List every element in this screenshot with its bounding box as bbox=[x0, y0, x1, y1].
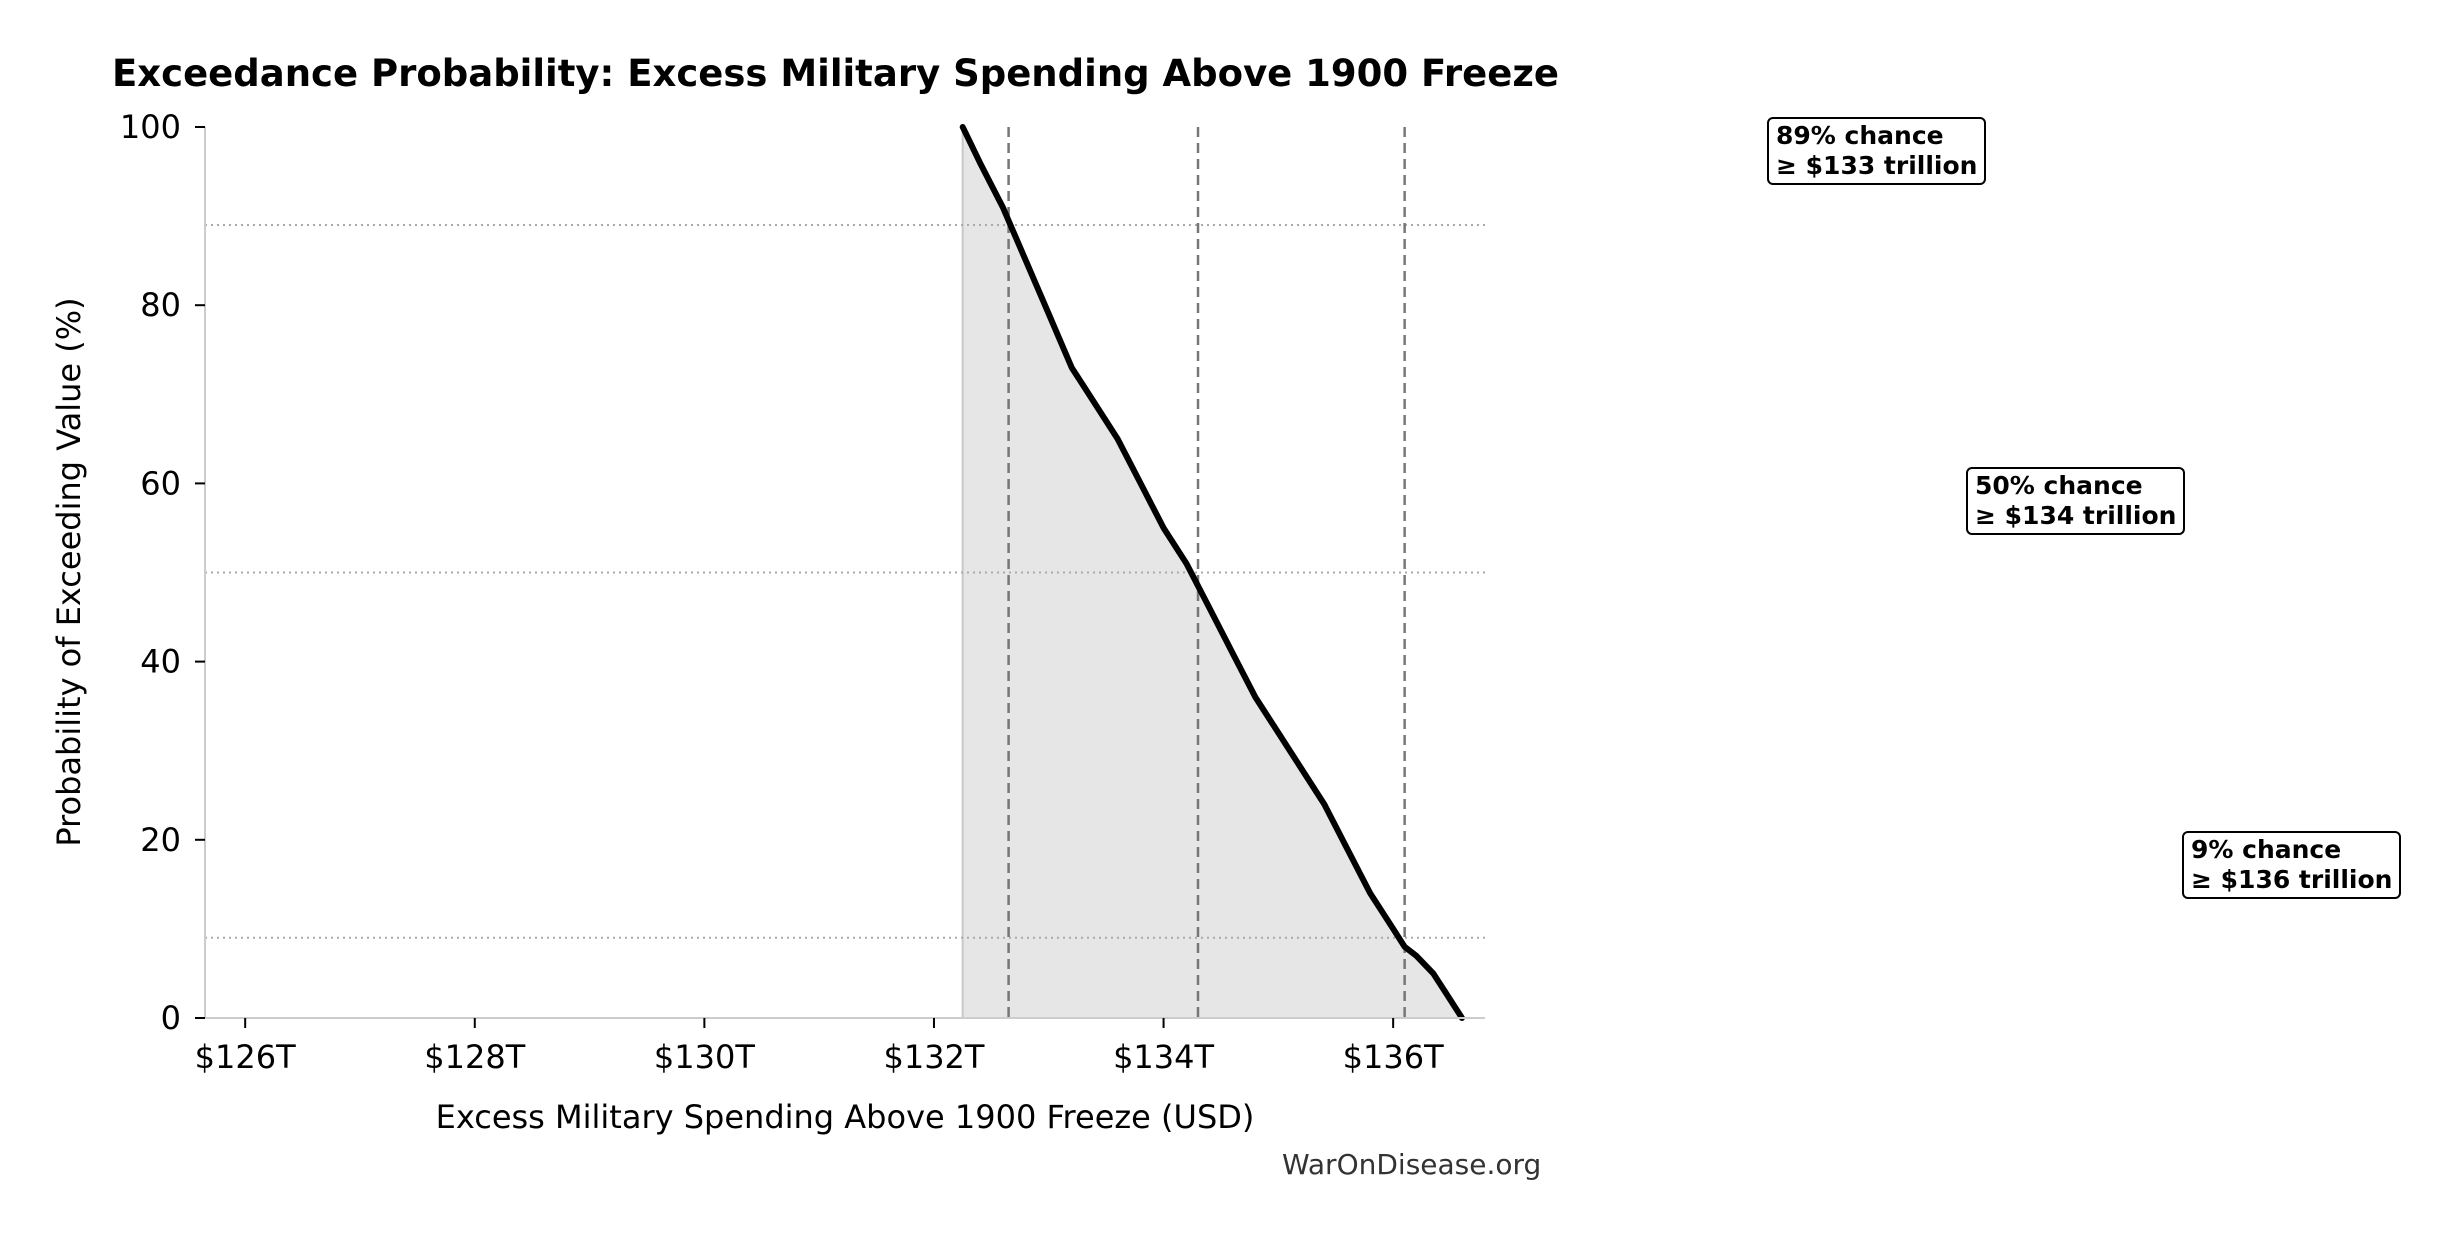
annotation-9-value: ≥ $136 trillion bbox=[2191, 865, 2393, 894]
x-axis-label: Excess Military Spending Above 1900 Free… bbox=[436, 1098, 1255, 1136]
x-tick-label-3: $132T bbox=[883, 1038, 984, 1076]
chart-title: Exceedance Probability: Excess Military … bbox=[112, 52, 1559, 95]
x-tick-label-2: $130T bbox=[654, 1038, 755, 1076]
y-tick-label-4: 80 bbox=[140, 286, 181, 324]
x-tick-label-4: $134T bbox=[1113, 1038, 1214, 1076]
annotation-50-value: ≥ $134 trillion bbox=[1975, 501, 2177, 530]
annotation-89-chance: 89% chance bbox=[1776, 121, 1944, 150]
y-axis-label: Probability of Exceeding Value (%) bbox=[50, 297, 88, 846]
y-tick-label-0: 0 bbox=[161, 999, 181, 1037]
area-under-curve bbox=[962, 127, 1463, 1018]
y-tick-label-5: 100 bbox=[120, 108, 181, 146]
annotation-9-percent: 9% chance ≥ $136 trillion bbox=[2182, 831, 2402, 899]
annotation-9-chance: 9% chance bbox=[2191, 835, 2342, 864]
annotation-50-percent: 50% chance ≥ $134 trillion bbox=[1966, 467, 2186, 535]
y-tick-label-1: 20 bbox=[140, 821, 181, 859]
annotation-50-chance: 50% chance bbox=[1975, 471, 2143, 500]
x-tick-label-0: $126T bbox=[195, 1038, 296, 1076]
y-tick-label-3: 60 bbox=[140, 464, 181, 502]
annotation-89-percent: 89% chance ≥ $133 trillion bbox=[1767, 117, 1987, 185]
annotation-89-value: ≥ $133 trillion bbox=[1776, 151, 1978, 180]
x-tick-label-5: $136T bbox=[1343, 1038, 1444, 1076]
y-tick-label-2: 40 bbox=[140, 643, 181, 681]
source-credit: WarOnDisease.org bbox=[1282, 1148, 1542, 1181]
x-tick-label-1: $128T bbox=[424, 1038, 525, 1076]
